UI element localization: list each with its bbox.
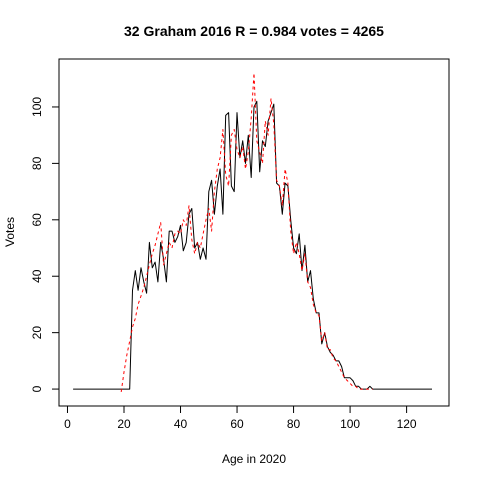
y-tick-label: 100: [30, 97, 44, 117]
y-tick-label: 80: [30, 156, 44, 170]
x-tick-label: 120: [397, 417, 417, 431]
y-tick-label: 0: [30, 385, 44, 392]
x-tick-label: 40: [174, 417, 188, 431]
y-tick-label: 60: [30, 213, 44, 227]
y-axis: 0 20 40 60 80 100: [30, 97, 60, 392]
x-tick-label: 20: [117, 417, 131, 431]
y-axis-label: Votes: [3, 217, 17, 247]
y-tick-label: 40: [30, 269, 44, 283]
x-tick-label: 0: [64, 417, 71, 431]
y-tick-label: 20: [30, 326, 44, 340]
x-tick-label: 60: [230, 417, 244, 431]
series-layer: [73, 72, 432, 392]
x-tick-label: 80: [287, 417, 301, 431]
solid-series-line: [73, 100, 432, 390]
dashed-series-line: [120, 72, 373, 392]
x-axis: 0 20 40 60 80 100 120: [64, 405, 417, 431]
x-tick-label: 100: [340, 417, 360, 431]
chart-title: 32 Graham 2016 R = 0.984 votes = 4265: [124, 23, 384, 39]
x-axis-label: Age in 2020: [222, 452, 286, 466]
